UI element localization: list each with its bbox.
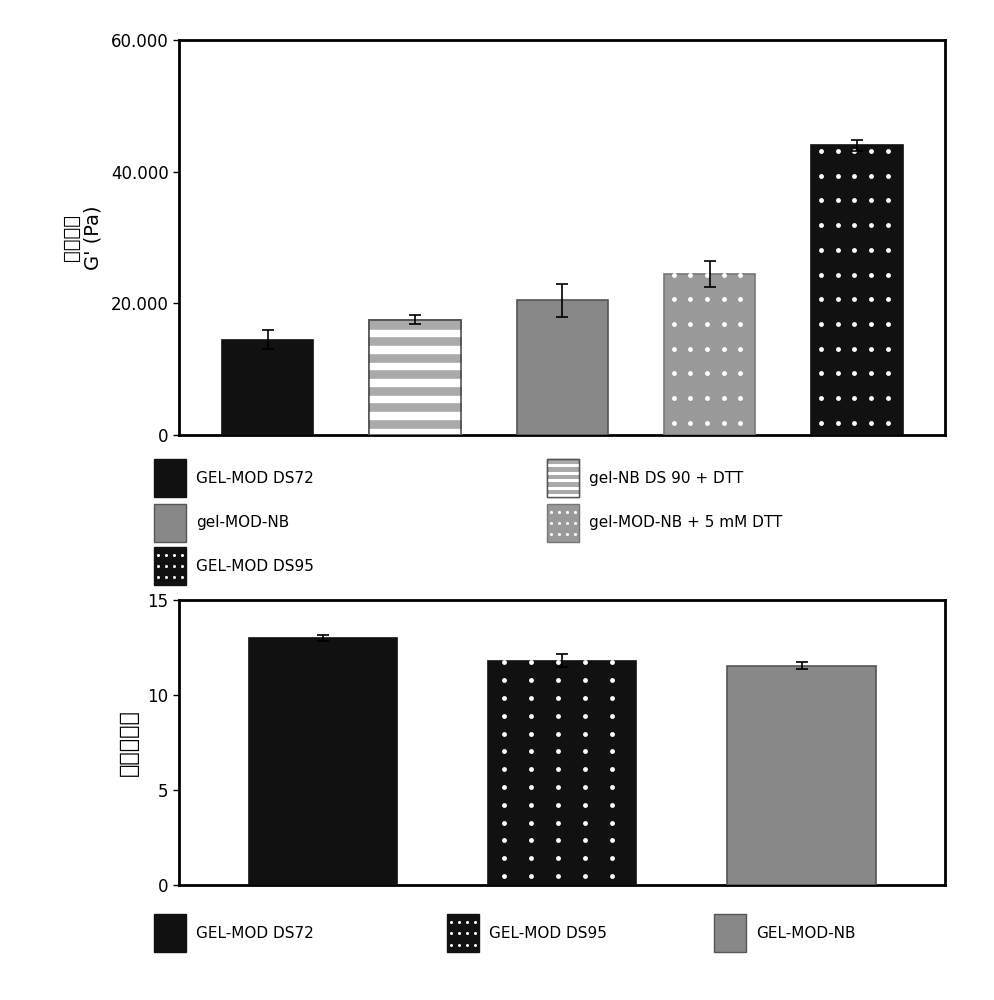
Bar — [487, 661, 636, 885]
Bar — [547, 504, 579, 542]
Bar — [369, 320, 460, 435]
Bar — [369, 379, 460, 386]
Bar — [369, 429, 460, 435]
Text: gel-NB DS 90 + DTT: gel-NB DS 90 + DTT — [588, 471, 743, 486]
Bar — [446, 914, 478, 952]
Bar — [727, 666, 875, 885]
Bar — [810, 145, 902, 435]
Text: GEL-MOD DS72: GEL-MOD DS72 — [196, 926, 314, 941]
Bar — [154, 459, 186, 497]
Text: GEL-MOD DS95: GEL-MOD DS95 — [196, 559, 314, 574]
Bar — [369, 330, 460, 336]
Bar — [369, 346, 460, 353]
Bar — [248, 638, 397, 885]
Bar — [369, 412, 460, 419]
Bar — [547, 494, 579, 497]
Text: gel-MOD-NB + 5 mM DTT: gel-MOD-NB + 5 mM DTT — [588, 515, 781, 530]
Bar — [154, 504, 186, 542]
Bar — [516, 300, 607, 435]
Bar — [663, 274, 754, 435]
Bar — [547, 479, 579, 482]
Bar — [547, 464, 579, 467]
Bar — [547, 472, 579, 475]
Bar — [547, 459, 579, 497]
Bar — [369, 396, 460, 402]
Text: gel-MOD-NB: gel-MOD-NB — [196, 515, 289, 530]
Bar — [369, 363, 460, 369]
Bar — [154, 914, 186, 952]
Bar — [714, 914, 746, 952]
Bar — [154, 547, 186, 585]
Bar — [547, 459, 579, 497]
Y-axis label: 质量溶胀比: 质量溶胀比 — [119, 709, 139, 776]
Bar — [547, 487, 579, 490]
Bar — [369, 320, 460, 435]
Text: GEL-MOD DS72: GEL-MOD DS72 — [196, 471, 314, 486]
Y-axis label: 储能模量
G' (Pa): 储能模量 G' (Pa) — [62, 205, 102, 270]
Text: GEL-MOD DS95: GEL-MOD DS95 — [488, 926, 606, 941]
Text: GEL-MOD-NB: GEL-MOD-NB — [755, 926, 855, 941]
Bar — [222, 340, 313, 435]
